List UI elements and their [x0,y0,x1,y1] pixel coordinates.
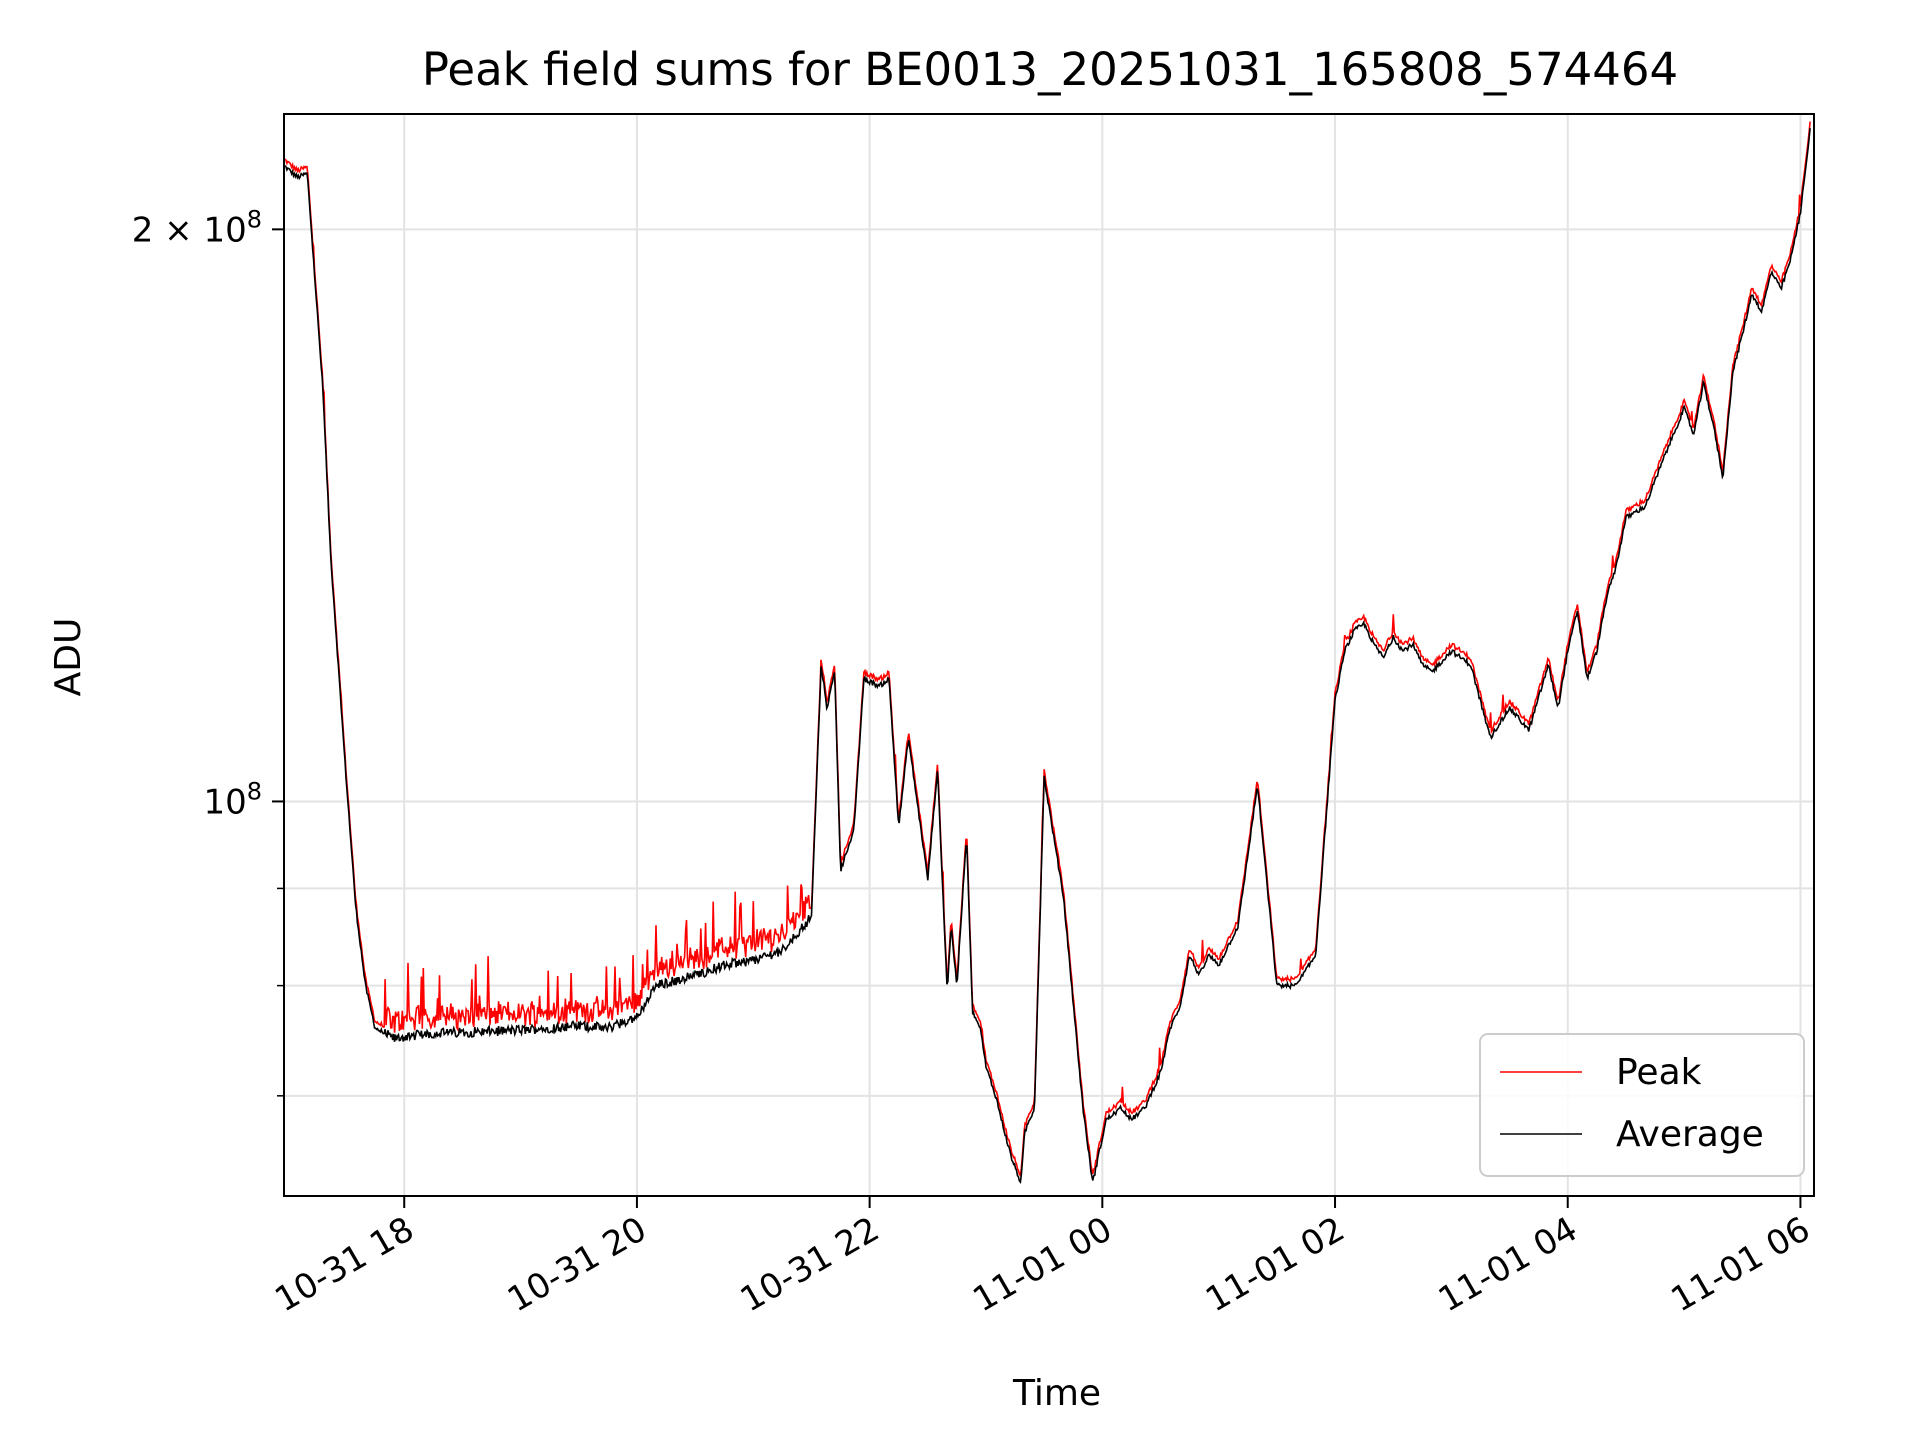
y-tick-label: 108 [203,777,262,822]
plot-lines [284,121,1811,1185]
y-tick-label: 2 × 108 [132,205,262,250]
x-axis-label: Time [1012,1373,1101,1414]
legend: Peak Average [1479,1033,1805,1177]
legend-label-average: Average [1616,1114,1764,1155]
legend-label-peak: Peak [1616,1052,1702,1093]
series-line-average [284,128,1811,1185]
y-axis-label: ADU [48,618,89,697]
legend-box [1479,1033,1805,1177]
series-line-peak [284,121,1811,1178]
plot-area-frame [283,113,1815,1197]
chart-title: Peak field sums for BE0013_20251031_1658… [422,43,1678,96]
